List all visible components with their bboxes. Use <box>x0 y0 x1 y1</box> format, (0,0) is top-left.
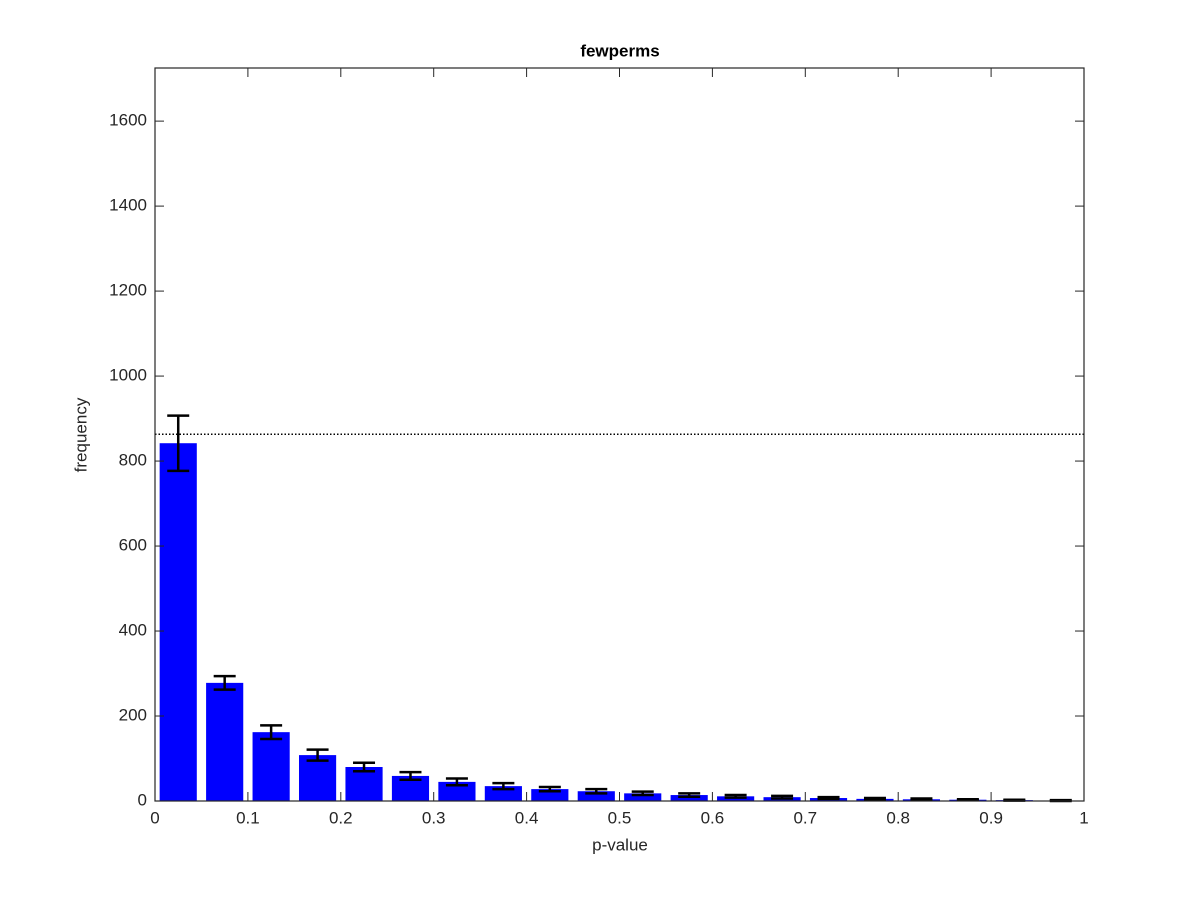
error-bar <box>956 798 979 802</box>
error-bar <box>817 795 840 801</box>
x-tick-label: 0.3 <box>422 808 446 827</box>
x-tick-label: 0.9 <box>979 808 1003 827</box>
bar <box>438 781 476 801</box>
bar <box>531 789 569 801</box>
bar <box>624 793 662 801</box>
y-tick-label: 1400 <box>109 196 147 215</box>
axes-box <box>154 67 1085 802</box>
y-tick-label: 1600 <box>109 111 147 130</box>
error-bar <box>771 794 794 800</box>
y-tick-label: 200 <box>119 705 147 724</box>
error-bar <box>213 674 236 691</box>
y-tick-label: 0 <box>138 790 147 809</box>
error-bar <box>538 785 561 793</box>
error-bar <box>678 792 701 799</box>
bar <box>298 755 337 801</box>
x-tick-label: 0.6 <box>701 808 725 827</box>
bar <box>345 767 383 801</box>
chart-title: fewperms <box>580 41 659 60</box>
bar <box>670 795 708 801</box>
error-bar <box>167 414 190 473</box>
y-tick-label: 1200 <box>109 281 147 300</box>
y-tick-label: 600 <box>119 536 147 555</box>
error-bar <box>445 777 468 787</box>
x-tick-label: 0.4 <box>515 808 539 827</box>
y-tick-label: 800 <box>119 451 147 470</box>
error-bar <box>399 770 422 782</box>
y-tick-label: 400 <box>119 621 147 640</box>
x-tick-label: 1 <box>1079 808 1088 827</box>
error-bar <box>910 797 933 802</box>
x-axis-label: p-value <box>592 835 648 854</box>
error-bar <box>260 724 283 741</box>
y-axis-label: frequency <box>71 397 90 472</box>
x-tick-label: 0.8 <box>886 808 910 827</box>
error-bar <box>492 781 515 791</box>
x-tick-label: 0.5 <box>608 808 632 827</box>
bar <box>206 682 244 801</box>
error-bar <box>631 790 654 797</box>
error-bar <box>353 761 376 773</box>
error-bar <box>306 748 329 762</box>
bar <box>577 791 615 801</box>
bar <box>252 732 290 801</box>
x-tick-label: 0 <box>150 808 159 827</box>
error-bar <box>863 796 886 801</box>
error-bar <box>724 793 747 799</box>
error-bar <box>585 787 608 795</box>
y-tick-label: 1000 <box>109 366 147 385</box>
bar <box>159 443 197 801</box>
x-tick-label: 0.7 <box>793 808 817 827</box>
x-tick-label: 0.2 <box>329 808 353 827</box>
x-tick-label: 0.1 <box>236 808 260 827</box>
